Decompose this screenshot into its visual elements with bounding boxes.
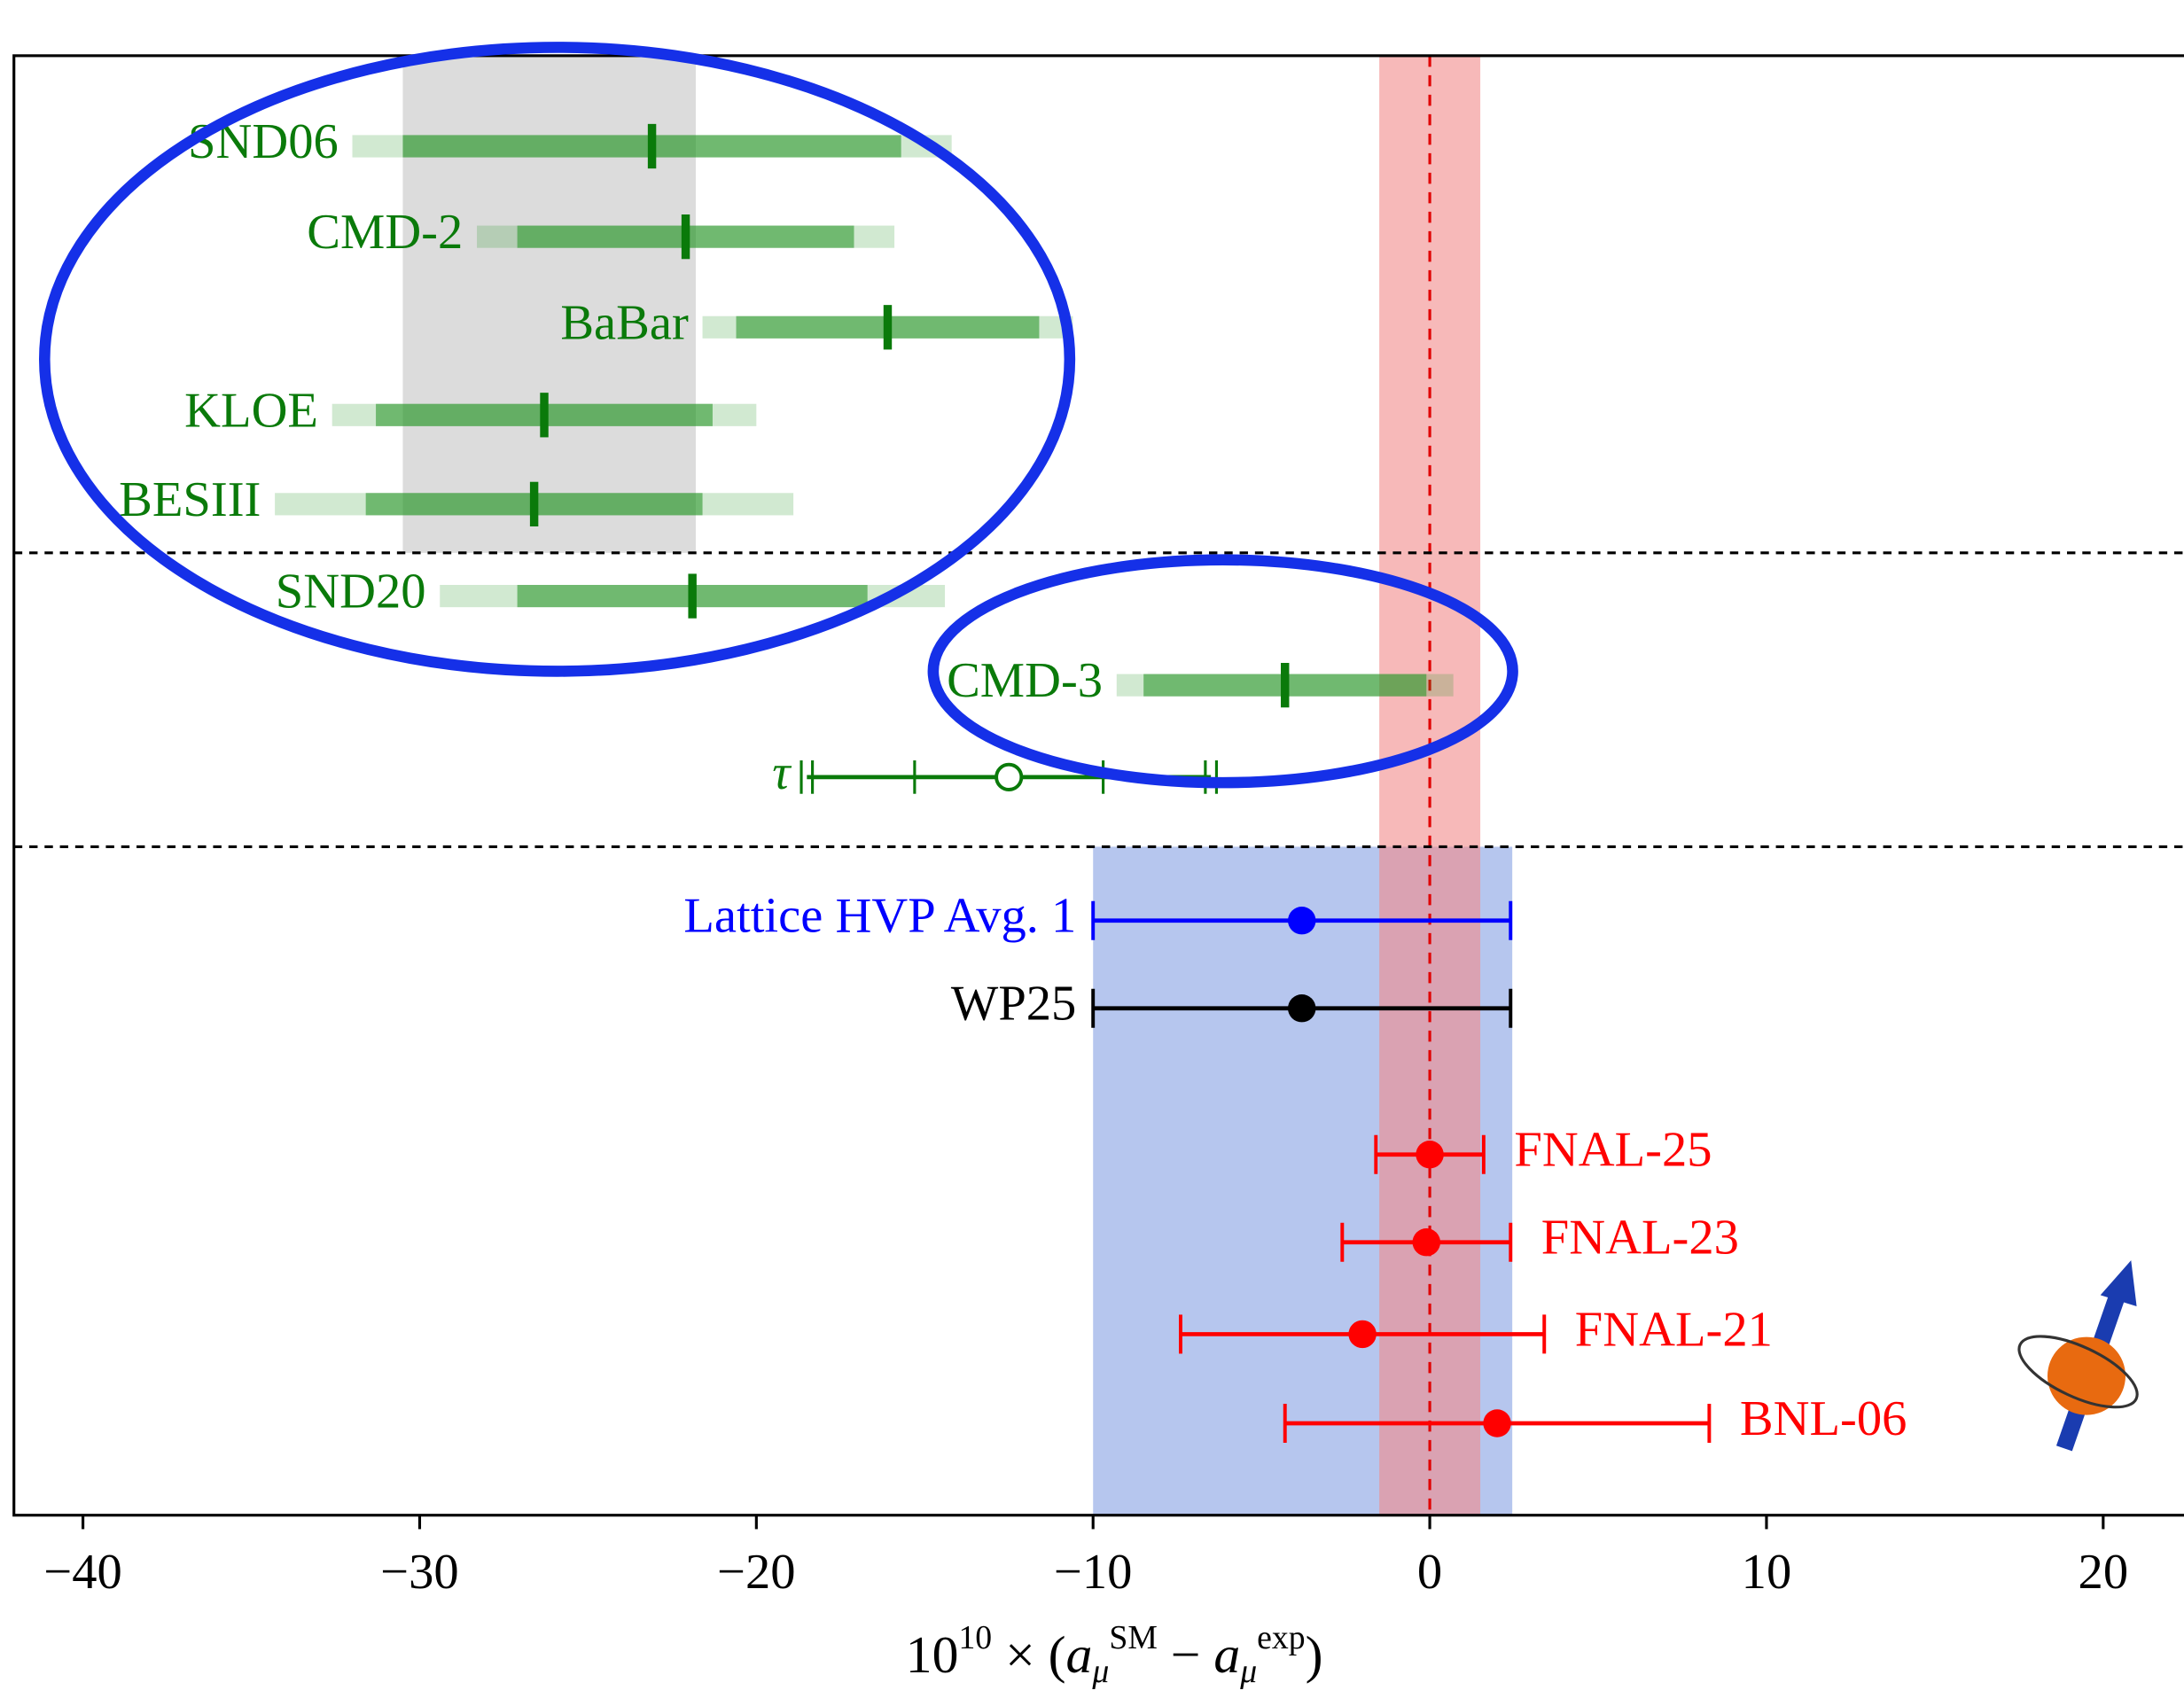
x-tick-label: −20 [717,1545,795,1600]
plot-frame [12,54,2184,1517]
orbit [2017,1335,2139,1409]
central-value [681,214,690,260]
highlight-ellipse [39,42,1076,677]
central-value [1412,1228,1440,1257]
central-value [1348,1320,1377,1349]
x-axis-label-part: ) [1306,1625,1323,1684]
central-value [1281,663,1290,708]
x-axis-label-part: × ( [992,1625,1065,1684]
x-axis-label-part: a [1066,1625,1093,1684]
x-tick-label: −30 [380,1545,458,1600]
central-value [688,573,697,619]
row-label: FNAL-25 [1514,1123,1712,1178]
row-label: Lattice HVP Avg. 1 [683,889,1076,944]
central-value [529,481,539,526]
x-axis-label-part: μ [1239,1653,1257,1690]
x-axis-label-part: μ [1091,1653,1109,1690]
row-label: BNL-06 [1740,1391,1907,1446]
central-value [1288,994,1316,1023]
x-axis-label-part: SM [1109,1619,1158,1656]
x-tick-label: −10 [1054,1545,1132,1600]
marks: SND06 CMD-2 BaBar KLOE BESIII SND20 CMD-3 τ Latt… [119,114,1907,1446]
x-axis: −40 −30 −20 −10 0 10 20 [43,1515,2128,1600]
x-axis-label-part: − [1158,1625,1214,1684]
central-value [994,762,1024,791]
x-axis-label: 1010 × (aμSM − aμexp) [906,1619,1323,1690]
x-axis-label-part: 10 [906,1625,959,1684]
central-value [1288,907,1316,935]
x-tick-label: −40 [43,1545,121,1600]
x-tick-label: 0 [1417,1545,1442,1600]
x-axis-label-part: a [1213,1625,1240,1684]
row-label: BaBar [560,295,689,350]
bands [402,55,1513,1515]
x-axis-label-part: 10 [958,1619,992,1656]
row-label: τ [772,745,792,800]
central-value [883,305,893,350]
row-label: SND06 [188,114,339,169]
central-value [647,123,657,169]
x-axis-label-part: exp [1257,1619,1305,1656]
row-label: FNAL-21 [1575,1302,1773,1357]
central-value [1483,1409,1511,1437]
row-label: CMD-2 [307,205,463,260]
row-label: CMD-3 [947,653,1103,708]
x-tick-label: 10 [1742,1545,1792,1600]
row-label: FNAL-23 [1541,1211,1739,1266]
spin-arrow-head [2100,1260,2137,1306]
central-value [1416,1141,1444,1169]
row-label: BESIII [119,472,261,527]
x-tick-label: 20 [2079,1545,2129,1600]
row-label: WP25 [951,977,1076,1032]
highlight-ellipse [927,554,1518,789]
central-value [540,393,549,438]
row-label: KLOE [184,383,318,438]
row-label: SND20 [276,565,426,619]
muon-icon [2017,1260,2139,1452]
